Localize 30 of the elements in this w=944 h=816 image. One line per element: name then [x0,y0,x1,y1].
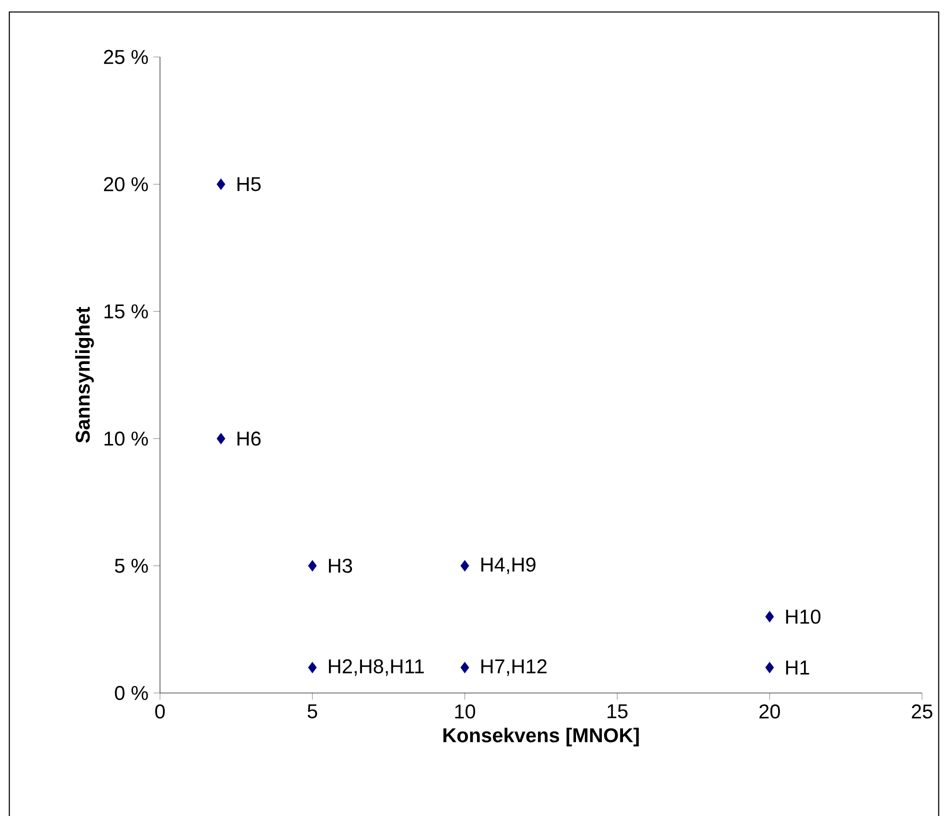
point [216,178,226,190]
annotation: H1 [786,660,810,674]
x-tick-label: 25 [912,704,932,719]
y-tick-label: 20 % [104,177,148,192]
x-axis-title: Konsekvens [MNOK] [443,728,639,746]
x-tick-label: 5 [308,704,318,718]
point [460,662,470,674]
annotation: H4,H9 [481,558,536,574]
y-axis-title: Sannsynlighet [75,306,94,443]
annotation: H6 [238,432,261,446]
annotation: H10 [786,610,820,624]
x-tick-label: 10 [455,704,476,719]
y-tick-label: 5 % [114,558,148,573]
annotation: H2,H8,H11 [328,659,424,676]
annotation: H7,H12 [481,659,547,676]
point [765,611,774,622]
point [308,560,317,572]
x-tick-label: 20 [759,704,780,719]
x-tick-label: 15 [608,704,628,718]
x-tick-label: 0 [155,704,165,719]
annotation: H5 [238,177,261,192]
y-tick-label: 0 % [114,686,148,700]
y-tick-label: 25 % [104,50,148,64]
point [216,432,226,444]
point [765,662,774,674]
point [460,560,470,572]
y-tick-label: 15 % [104,304,148,318]
y-tick-label: 10 % [104,432,148,446]
annotation: H3 [328,558,352,573]
point [308,662,317,674]
